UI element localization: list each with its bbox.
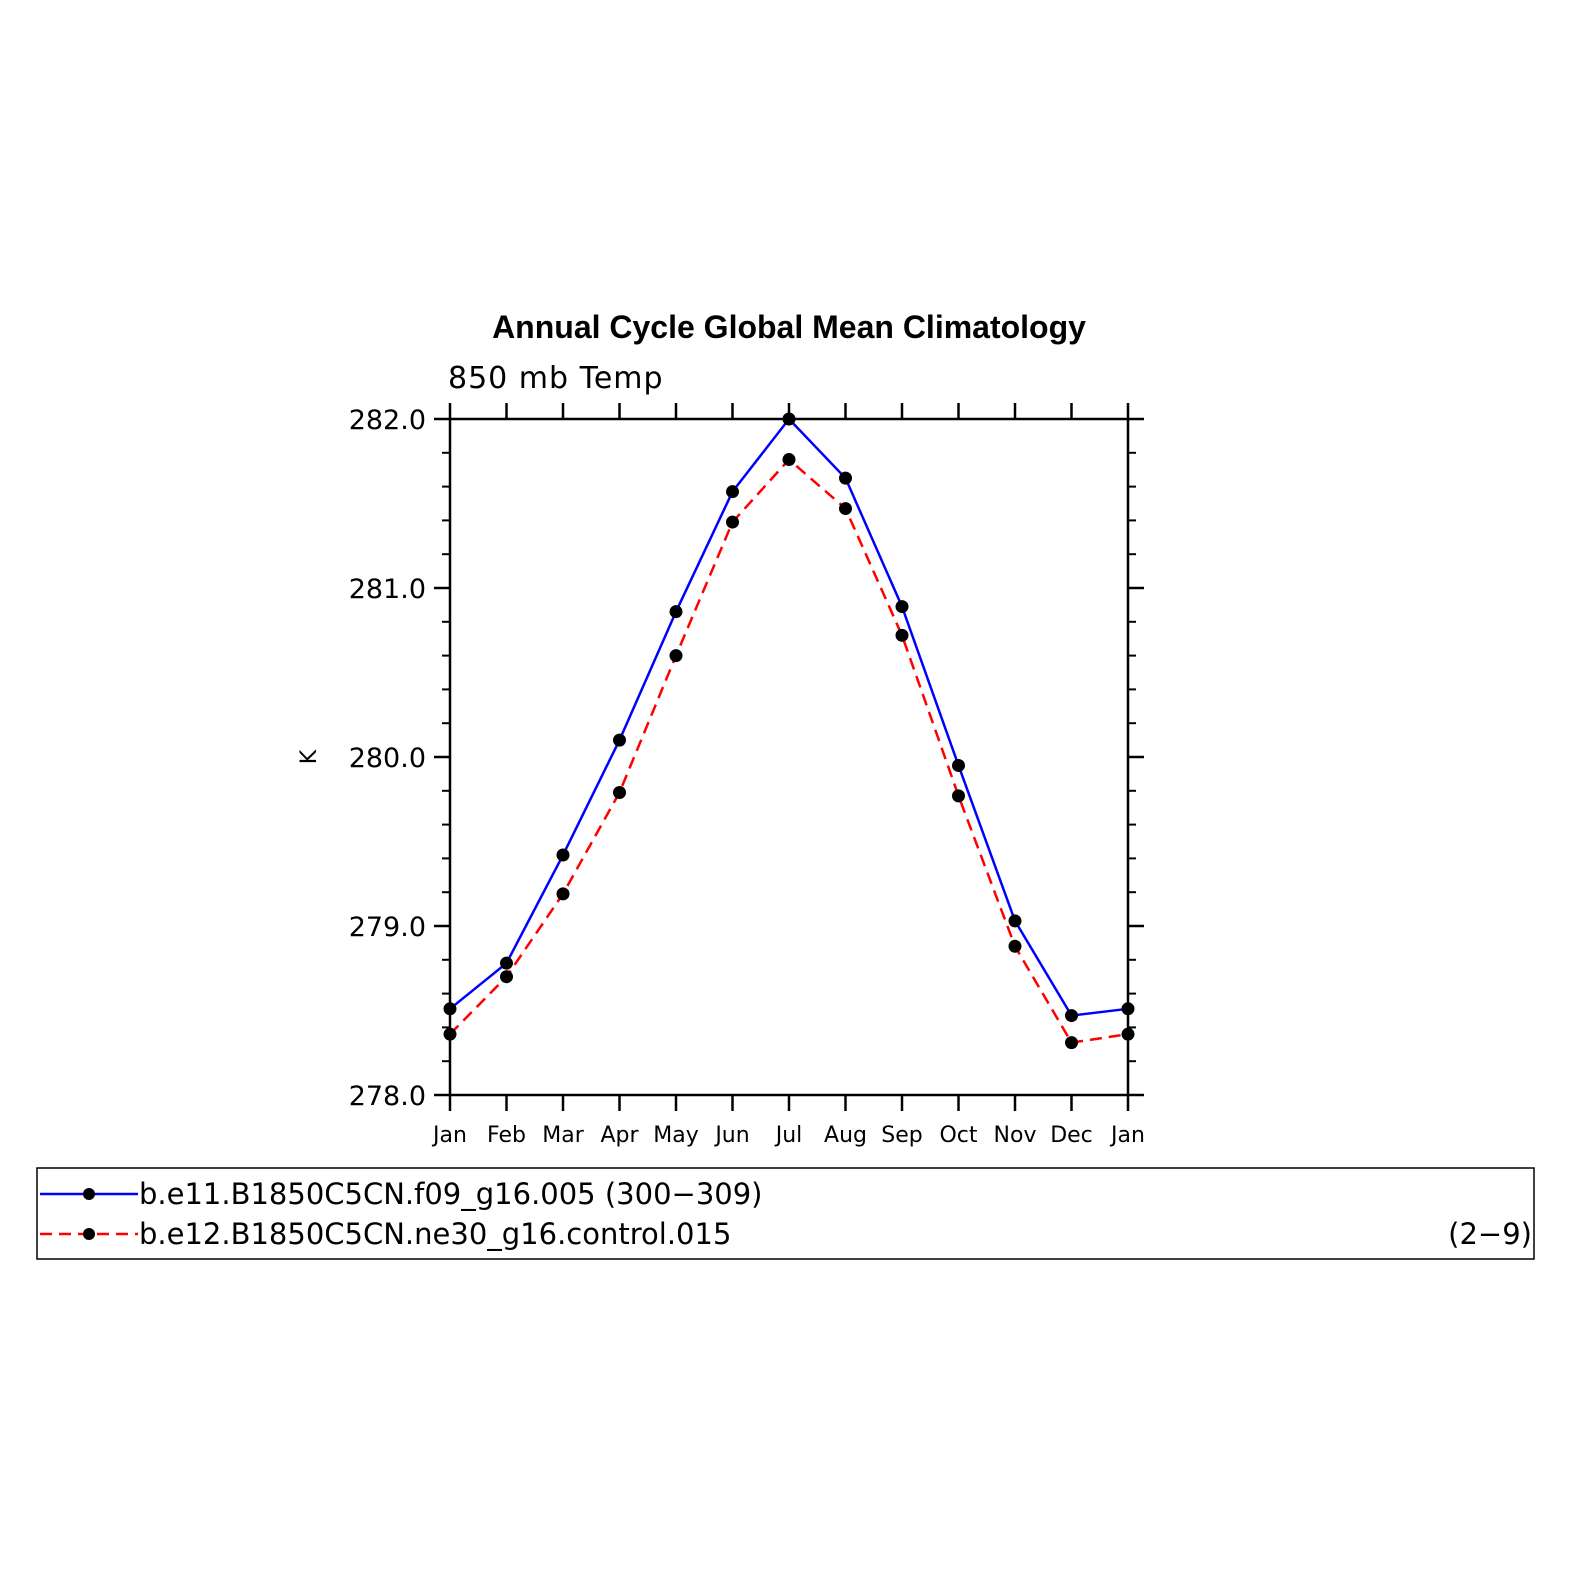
data-point-series-2 xyxy=(443,1027,457,1041)
data-point-series-2 xyxy=(782,453,796,467)
legend-marker-series-2 xyxy=(83,1228,95,1240)
data-point-series-2 xyxy=(952,789,965,803)
data-point-series-2 xyxy=(1008,939,1022,953)
data-point-series-1 xyxy=(1065,1009,1078,1023)
plot-axes: 278.0 279.0 280.0 281.0 282.0 Jan Feb Mar Apr May… xyxy=(349,403,1145,1148)
x-tick-label: Jan xyxy=(1109,1123,1145,1148)
x-tick-label: Jun xyxy=(713,1123,749,1148)
data-point-series-1 xyxy=(782,412,796,426)
x-tick-label: Nov xyxy=(994,1123,1037,1148)
data-point-series-1 xyxy=(952,758,965,772)
data-point-series-2 xyxy=(1121,1027,1135,1041)
data-point-series-1 xyxy=(613,733,626,747)
x-tick-label: Mar xyxy=(542,1123,584,1148)
data-point-series-2 xyxy=(839,502,852,516)
data-point-series-2 xyxy=(895,628,909,642)
data-point-series-1 xyxy=(500,956,513,970)
legend-label-series-2: b.e12.B1850C5CN.ne30_g16.control.015 xyxy=(139,1217,731,1251)
legend-label-series-1: b.e11.B1850C5CN.f09_g16.005 (300−309) xyxy=(139,1177,763,1211)
data-point-series-1 xyxy=(443,1002,457,1016)
data-point-series-1 xyxy=(895,600,909,614)
x-tick-label: Sep xyxy=(881,1123,922,1148)
series-layer xyxy=(443,412,1135,1050)
data-point-series-2 xyxy=(613,785,626,799)
legend-box xyxy=(36,1167,1535,1260)
y-tick-label: 279.0 xyxy=(349,912,426,943)
data-point-series-1 xyxy=(556,848,570,862)
legend-marker-series-1 xyxy=(83,1188,95,1200)
x-tick-label: Feb xyxy=(487,1123,526,1148)
x-tick-label: Aug xyxy=(824,1123,867,1148)
data-point-series-2 xyxy=(669,649,683,663)
data-point-series-1 xyxy=(1008,914,1022,928)
x-tick-label: Dec xyxy=(1050,1123,1093,1148)
data-point-series-2 xyxy=(1065,1036,1078,1050)
x-tick-label: May xyxy=(653,1123,698,1148)
y-tick-label: 281.0 xyxy=(349,574,426,605)
data-point-series-1 xyxy=(669,605,683,619)
x-tick-label: Apr xyxy=(600,1123,639,1148)
legend-label-series-2-suffix: (2−9) xyxy=(1448,1217,1532,1251)
chart-subtitle: 850 mb Temp xyxy=(448,361,664,396)
y-axis-label: K xyxy=(297,749,322,764)
y-tick-label: 280.0 xyxy=(349,743,426,774)
y-tick-label: 282.0 xyxy=(349,405,426,436)
chart-title: Annual Cycle Global Mean Climatology xyxy=(492,309,1086,345)
y-tick-label: 278.0 xyxy=(349,1081,426,1112)
x-tick-label: Jan xyxy=(431,1123,467,1148)
data-point-series-1 xyxy=(726,485,739,499)
data-point-series-2 xyxy=(726,515,739,529)
legend: b.e11.B1850C5CN.f09_g16.005 (300−309) b.… xyxy=(36,1167,1535,1260)
data-point-series-2 xyxy=(556,887,570,901)
data-point-series-2 xyxy=(500,970,513,984)
x-tick-label: Jul xyxy=(774,1123,803,1148)
x-tick-label: Oct xyxy=(939,1123,977,1148)
data-point-series-1 xyxy=(1121,1002,1135,1016)
data-point-series-1 xyxy=(839,471,852,485)
